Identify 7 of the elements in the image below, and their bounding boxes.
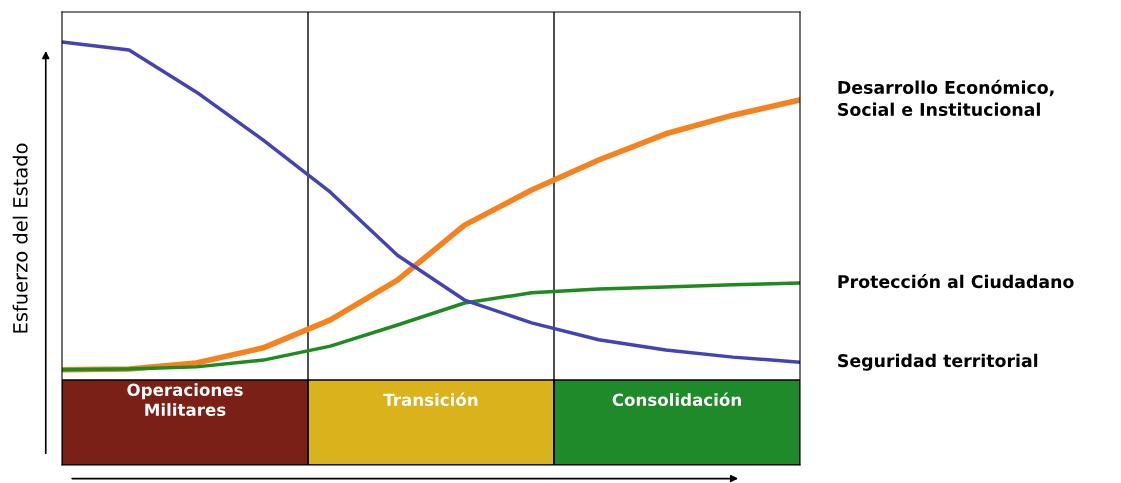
annotation: Consolidación <box>612 392 741 407</box>
annotation: Operaciones Militares <box>127 383 243 417</box>
text: Desarrollo Económico, Social e Institucional <box>838 79 1054 117</box>
annotation: Transición <box>383 392 478 407</box>
text: Seguridad territorial <box>838 353 1038 371</box>
y-axis-title: Esfuerzo del Estado <box>12 143 28 333</box>
text: Protección al Ciudadano <box>838 274 1074 289</box>
